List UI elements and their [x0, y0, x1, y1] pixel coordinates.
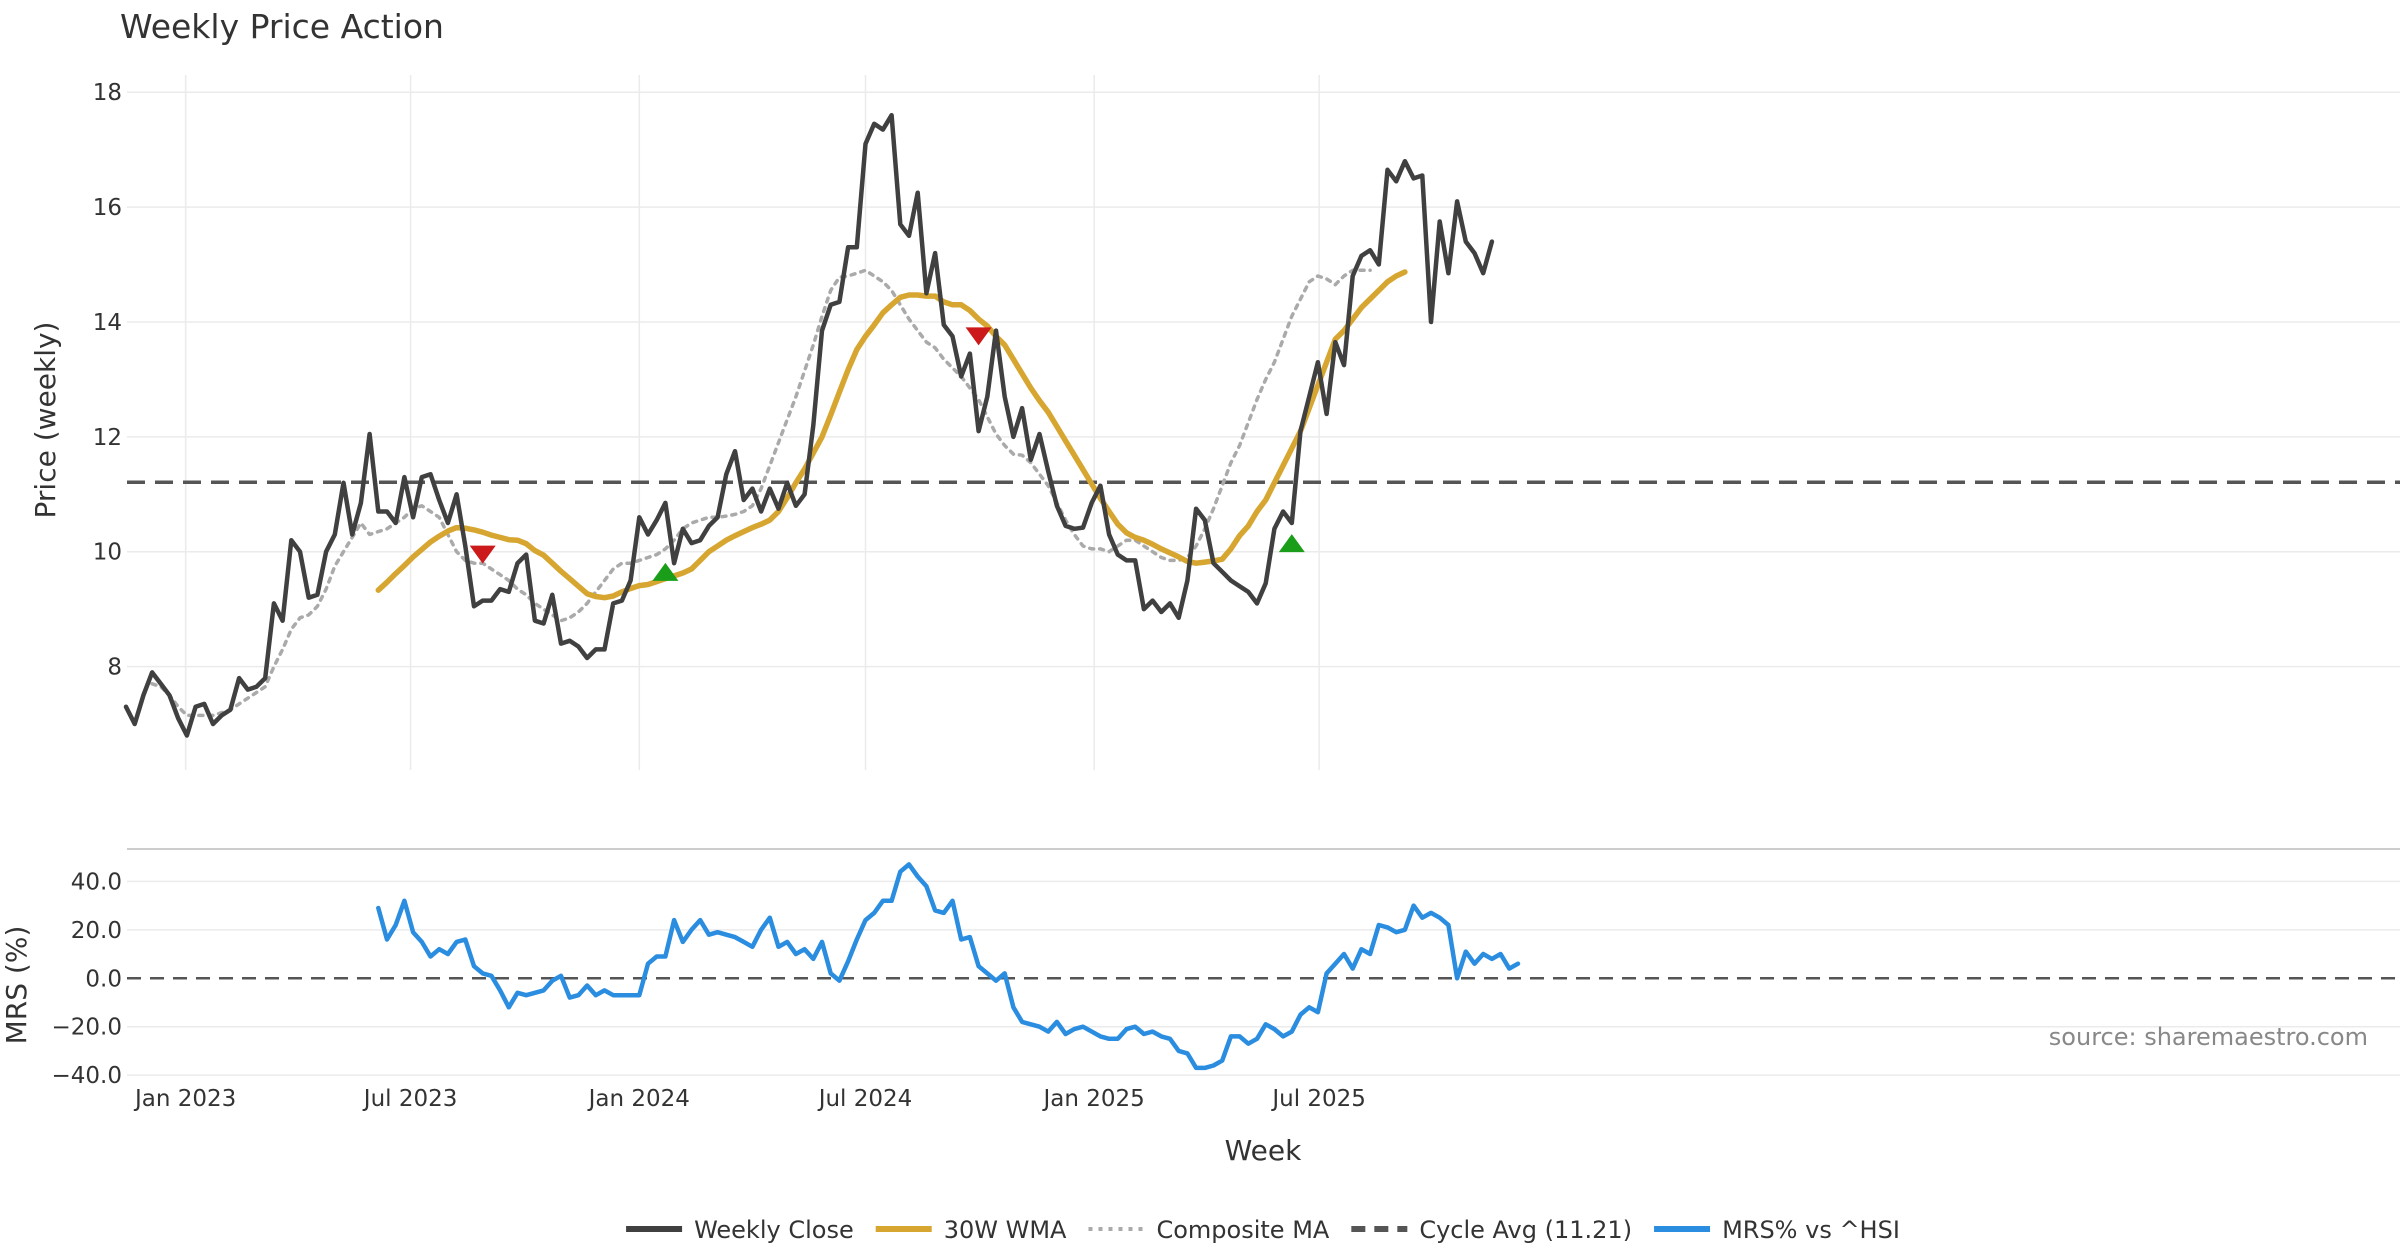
x-axis-label: Week — [1225, 1134, 1302, 1167]
chart-title: Weekly Price Action — [120, 7, 444, 46]
series-30w-wma — [375, 269, 1408, 601]
price-y-tick-label: 16 — [93, 195, 122, 221]
legend-label: Composite MA — [1156, 1216, 1329, 1244]
legend-label: Cycle Avg (11.21) — [1419, 1216, 1632, 1244]
price-y-axis-label: Price (weekly) — [29, 322, 62, 519]
price-y-tick-label: 8 — [107, 655, 122, 681]
mrs-y-tick-label: −40.0 — [52, 1063, 122, 1089]
x-tick-label: Jul 2024 — [817, 1086, 913, 1112]
series-composite-ma — [150, 268, 1372, 718]
legend-label: MRS% vs ^HSI — [1722, 1216, 1900, 1244]
sell-signal-marker — [469, 545, 496, 564]
x-axis-ticks: Jan 2023 Jul 2023 Jan 2024 Jul 2024 Jan 2025… — [133, 1086, 1366, 1112]
price-y-tick-label: 18 — [93, 80, 122, 106]
price-y-tick-label: 14 — [93, 310, 122, 336]
mrs-y-tick-label: 0.0 — [85, 966, 122, 992]
price-y-tick-label: 10 — [93, 540, 122, 566]
mrs-y-ticks: 40.0 20.0 0.0 −20.0 −40.0 — [52, 869, 122, 1089]
mrs-y-tick-label: −20.0 — [52, 1015, 122, 1041]
buy-signal-marker — [1278, 534, 1305, 553]
x-tick-label: Jul 2025 — [1270, 1086, 1366, 1112]
price-y-ticks: 8 10 12 14 16 18 — [93, 80, 122, 680]
mrs-panel: 40.0 20.0 0.0 −20.0 −40.0 MRS (%) source: sh… — [0, 862, 2400, 1089]
signal-markers — [469, 327, 1305, 581]
price-gridlines — [127, 75, 2400, 770]
legend-label: Weekly Close — [694, 1216, 854, 1244]
legend-label: 30W WMA — [944, 1216, 1067, 1244]
sell-signal-marker — [965, 327, 992, 346]
source-annotation: source: sharemaestro.com — [2049, 1023, 2368, 1051]
x-tick-label: Jan 2024 — [587, 1086, 690, 1112]
buy-signal-marker — [652, 562, 679, 581]
price-y-tick-label: 12 — [93, 425, 122, 451]
price-series — [123, 112, 2400, 738]
x-tick-label: Jan 2023 — [133, 1086, 236, 1112]
x-tick-label: Jul 2023 — [362, 1086, 458, 1112]
legend: Weekly Close 30W WMA Composite MA Cycle Avg… — [626, 1216, 1900, 1244]
mrs-y-tick-label: 40.0 — [71, 869, 122, 895]
mrs-y-axis-label: MRS (%) — [0, 926, 33, 1045]
x-tick-label: Jan 2025 — [1042, 1086, 1145, 1112]
mrs-y-tick-label: 20.0 — [71, 918, 122, 944]
series-weekly-close — [123, 112, 1495, 738]
series-mrs-vs-hsi — [376, 862, 1521, 1071]
mrs-series — [376, 862, 1521, 1071]
price-panel: 8 10 12 14 16 18 Price (weekly) — [29, 75, 2400, 770]
